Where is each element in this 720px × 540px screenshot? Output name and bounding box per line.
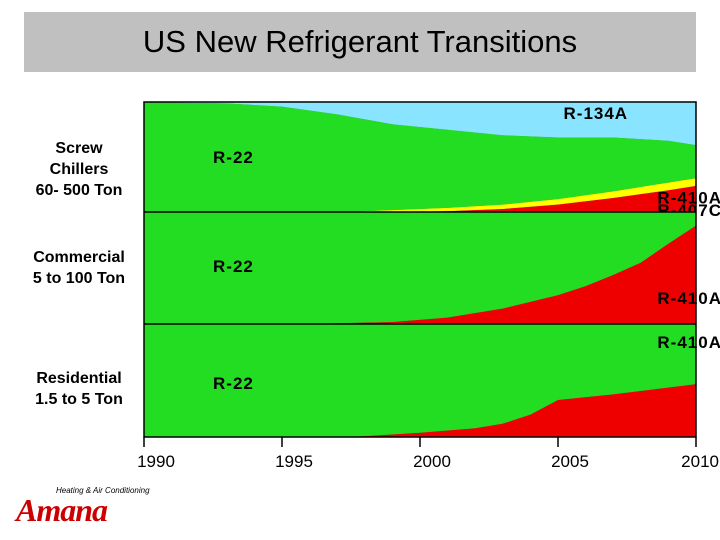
chart-title: US New Refrigerant Transitions <box>142 24 578 59</box>
logo-tagline: Heating & Air Conditioning <box>56 486 150 495</box>
series-label-0-2: R-410A <box>657 189 720 208</box>
x-tick-label-1995: 1995 <box>275 452 313 471</box>
x-tick-label-2005: 2005 <box>551 452 589 471</box>
series-label-1-1: R-410A <box>657 289 720 308</box>
segment-label-screw-chillers: Screw Chillers 60- 500 Ton <box>35 140 123 199</box>
x-tick-label-2000: 2000 <box>413 452 451 471</box>
segment-label-residential: Residential 1.5 to 5 Ton <box>35 370 123 408</box>
title-bar: US New Refrigerant Transitions <box>24 12 696 72</box>
amana-logo: Heating & Air Conditioning Amana <box>14 486 150 528</box>
series-label-2-1: R-22 <box>213 374 254 393</box>
x-tick-label-1990: 1990 <box>137 452 175 471</box>
x-tick-label-2010: 2010 <box>681 452 719 471</box>
series-label-2-0: R-410A <box>657 333 720 352</box>
series-label-0-0: R-134A <box>564 104 629 123</box>
series-label-0-1: R-22 <box>213 148 254 167</box>
logo-wordmark: Amana <box>16 492 108 528</box>
series-label-1-0: R-22 <box>213 257 254 276</box>
segment-label-commercial: Commercial 5 to 100 Ton <box>32 249 126 287</box>
